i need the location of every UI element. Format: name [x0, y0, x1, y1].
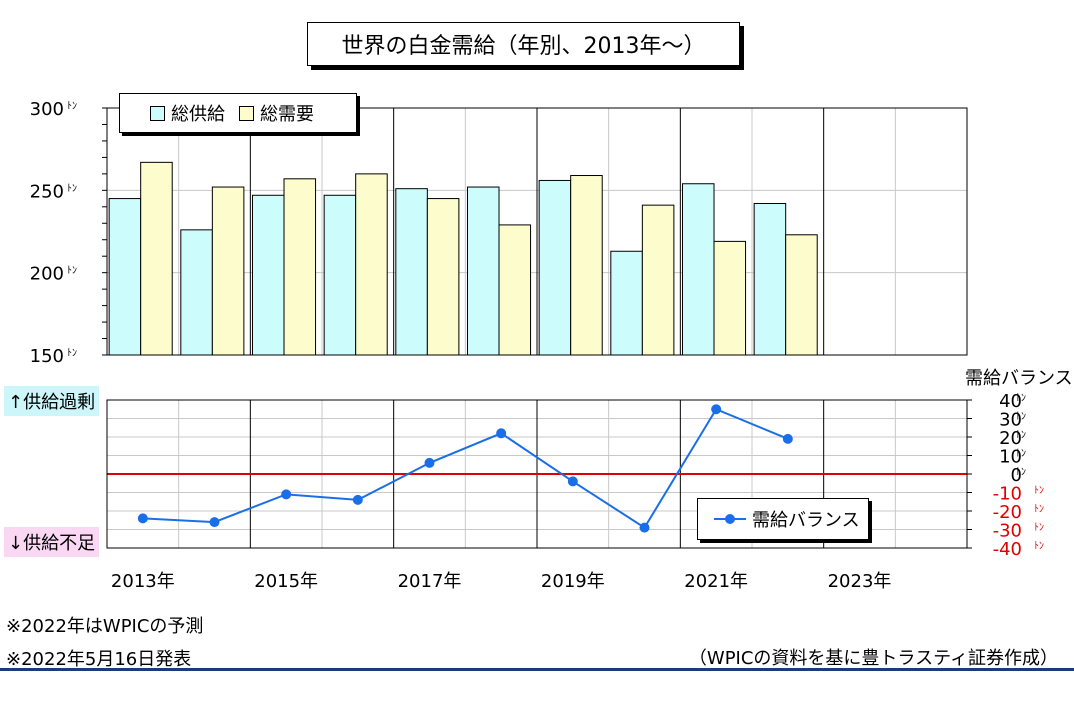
line-ytick-label: -40 [993, 539, 1022, 560]
bar-supply [251, 194, 285, 356]
legend-item-demand: 総需要 [239, 100, 314, 126]
line-ytick-label: 10 [999, 447, 1022, 468]
balance-point [567, 476, 578, 487]
bar-ytick-unit: ﾄﾝ [67, 348, 77, 359]
bar-ytick-unit: ﾄﾝ [67, 183, 77, 194]
bar-demand [713, 240, 747, 356]
bar-ytick-label: 250 [30, 181, 64, 202]
bar-demand [211, 186, 245, 356]
balance-line [142, 407, 789, 530]
legend-top: 総供給 総需要 [119, 93, 357, 133]
balance-point [496, 428, 507, 439]
legend-supply-label: 総供給 [171, 104, 225, 125]
bar-ytick-label: 200 [30, 264, 64, 285]
bar-plot-frame [106, 107, 968, 356]
line-ytick-unit: ﾄﾝ [1016, 412, 1026, 423]
xtick-label: 2017年 [398, 571, 462, 592]
bar-demand [283, 178, 317, 356]
bar-ytick-unit: ﾄﾝ [67, 266, 77, 277]
bar-supply [538, 179, 572, 356]
legend-demand-label: 総需要 [260, 104, 314, 125]
line-ytick-unit: ﾄﾝ [1034, 504, 1044, 515]
line-ytick-label: -30 [993, 521, 1022, 542]
line-ytick-label: 30 [999, 410, 1022, 431]
supply-swatch [150, 105, 165, 121]
line-ytick-unit: ﾄﾝ [1034, 523, 1044, 534]
line-ytick-unit: ﾄﾝ [1016, 430, 1026, 441]
balance-point [711, 404, 722, 415]
xtick-label: 2021年 [684, 571, 748, 592]
bar-demand [355, 173, 388, 356]
demand-swatch [239, 105, 254, 121]
line-ytick-label: 40 [999, 391, 1022, 412]
bottom-rule [0, 668, 1074, 671]
bar-supply [681, 183, 715, 356]
shortage-label: ↓供給不足 [4, 527, 100, 557]
note-release-date: ※2022年5月16日発表 [6, 649, 192, 670]
legend-bottom: 需給バランス [697, 498, 869, 540]
bar-supply [180, 229, 213, 356]
xtick-label: 2023年 [828, 571, 892, 592]
xtick-label: 2019年 [541, 571, 605, 592]
legend-item-supply: 総供給 [150, 100, 225, 126]
balance-point [281, 489, 292, 500]
line-ytick-unit: ﾄﾝ [1034, 486, 1044, 497]
balance-line-marker-icon [714, 513, 746, 525]
bar-supply [108, 198, 142, 356]
bar-ytick-label: 150 [30, 346, 64, 367]
balance-point [137, 513, 148, 524]
bar-supply [753, 203, 787, 356]
legend-balance-label: 需給バランス [752, 510, 860, 531]
balance-point [782, 433, 793, 444]
bar-supply [323, 194, 357, 356]
line-ytick-label: 20 [999, 428, 1022, 449]
line-ytick-unit: ﾄﾝ [1016, 393, 1026, 404]
line-ytick-unit: ﾄﾝ [1034, 541, 1044, 552]
line-ytick-label: -20 [993, 502, 1022, 523]
bar-demand [498, 224, 532, 356]
bar-demand [140, 161, 173, 356]
bar-supply [466, 186, 500, 356]
line-ytick-label: 0 [1011, 465, 1022, 486]
balance-point [639, 522, 650, 533]
line-ytick-unit: ﾄﾝ [1016, 467, 1026, 478]
bar-demand [426, 198, 460, 356]
xtick-label: 2015年 [254, 571, 318, 592]
bar-demand [641, 204, 675, 356]
balance-axis-title: 需給バランス [965, 368, 1073, 389]
line-ytick-label: -10 [993, 484, 1022, 505]
line-ytick-unit: ﾄﾝ [1016, 449, 1026, 460]
balance-point [209, 517, 220, 528]
chart-title: 世界の白金需給（年別、2013年〜） [307, 22, 740, 66]
bar-demand [570, 175, 603, 356]
bar-supply [395, 188, 428, 356]
surplus-label: ↑供給過剰 [4, 386, 100, 416]
bar-supply [610, 250, 643, 356]
bar-demand [785, 234, 818, 356]
balance-point [424, 457, 435, 468]
note-forecast: ※2022年はWPICの予測 [6, 616, 204, 637]
balance-point [352, 494, 363, 505]
source-note: （WPICの資料を基に豊トラスティ証券作成） [688, 648, 1058, 669]
xtick-label: 2013年 [111, 571, 175, 592]
bar-ytick-unit: ﾄﾝ [67, 101, 77, 112]
bar-ytick-label: 300 [30, 99, 64, 120]
